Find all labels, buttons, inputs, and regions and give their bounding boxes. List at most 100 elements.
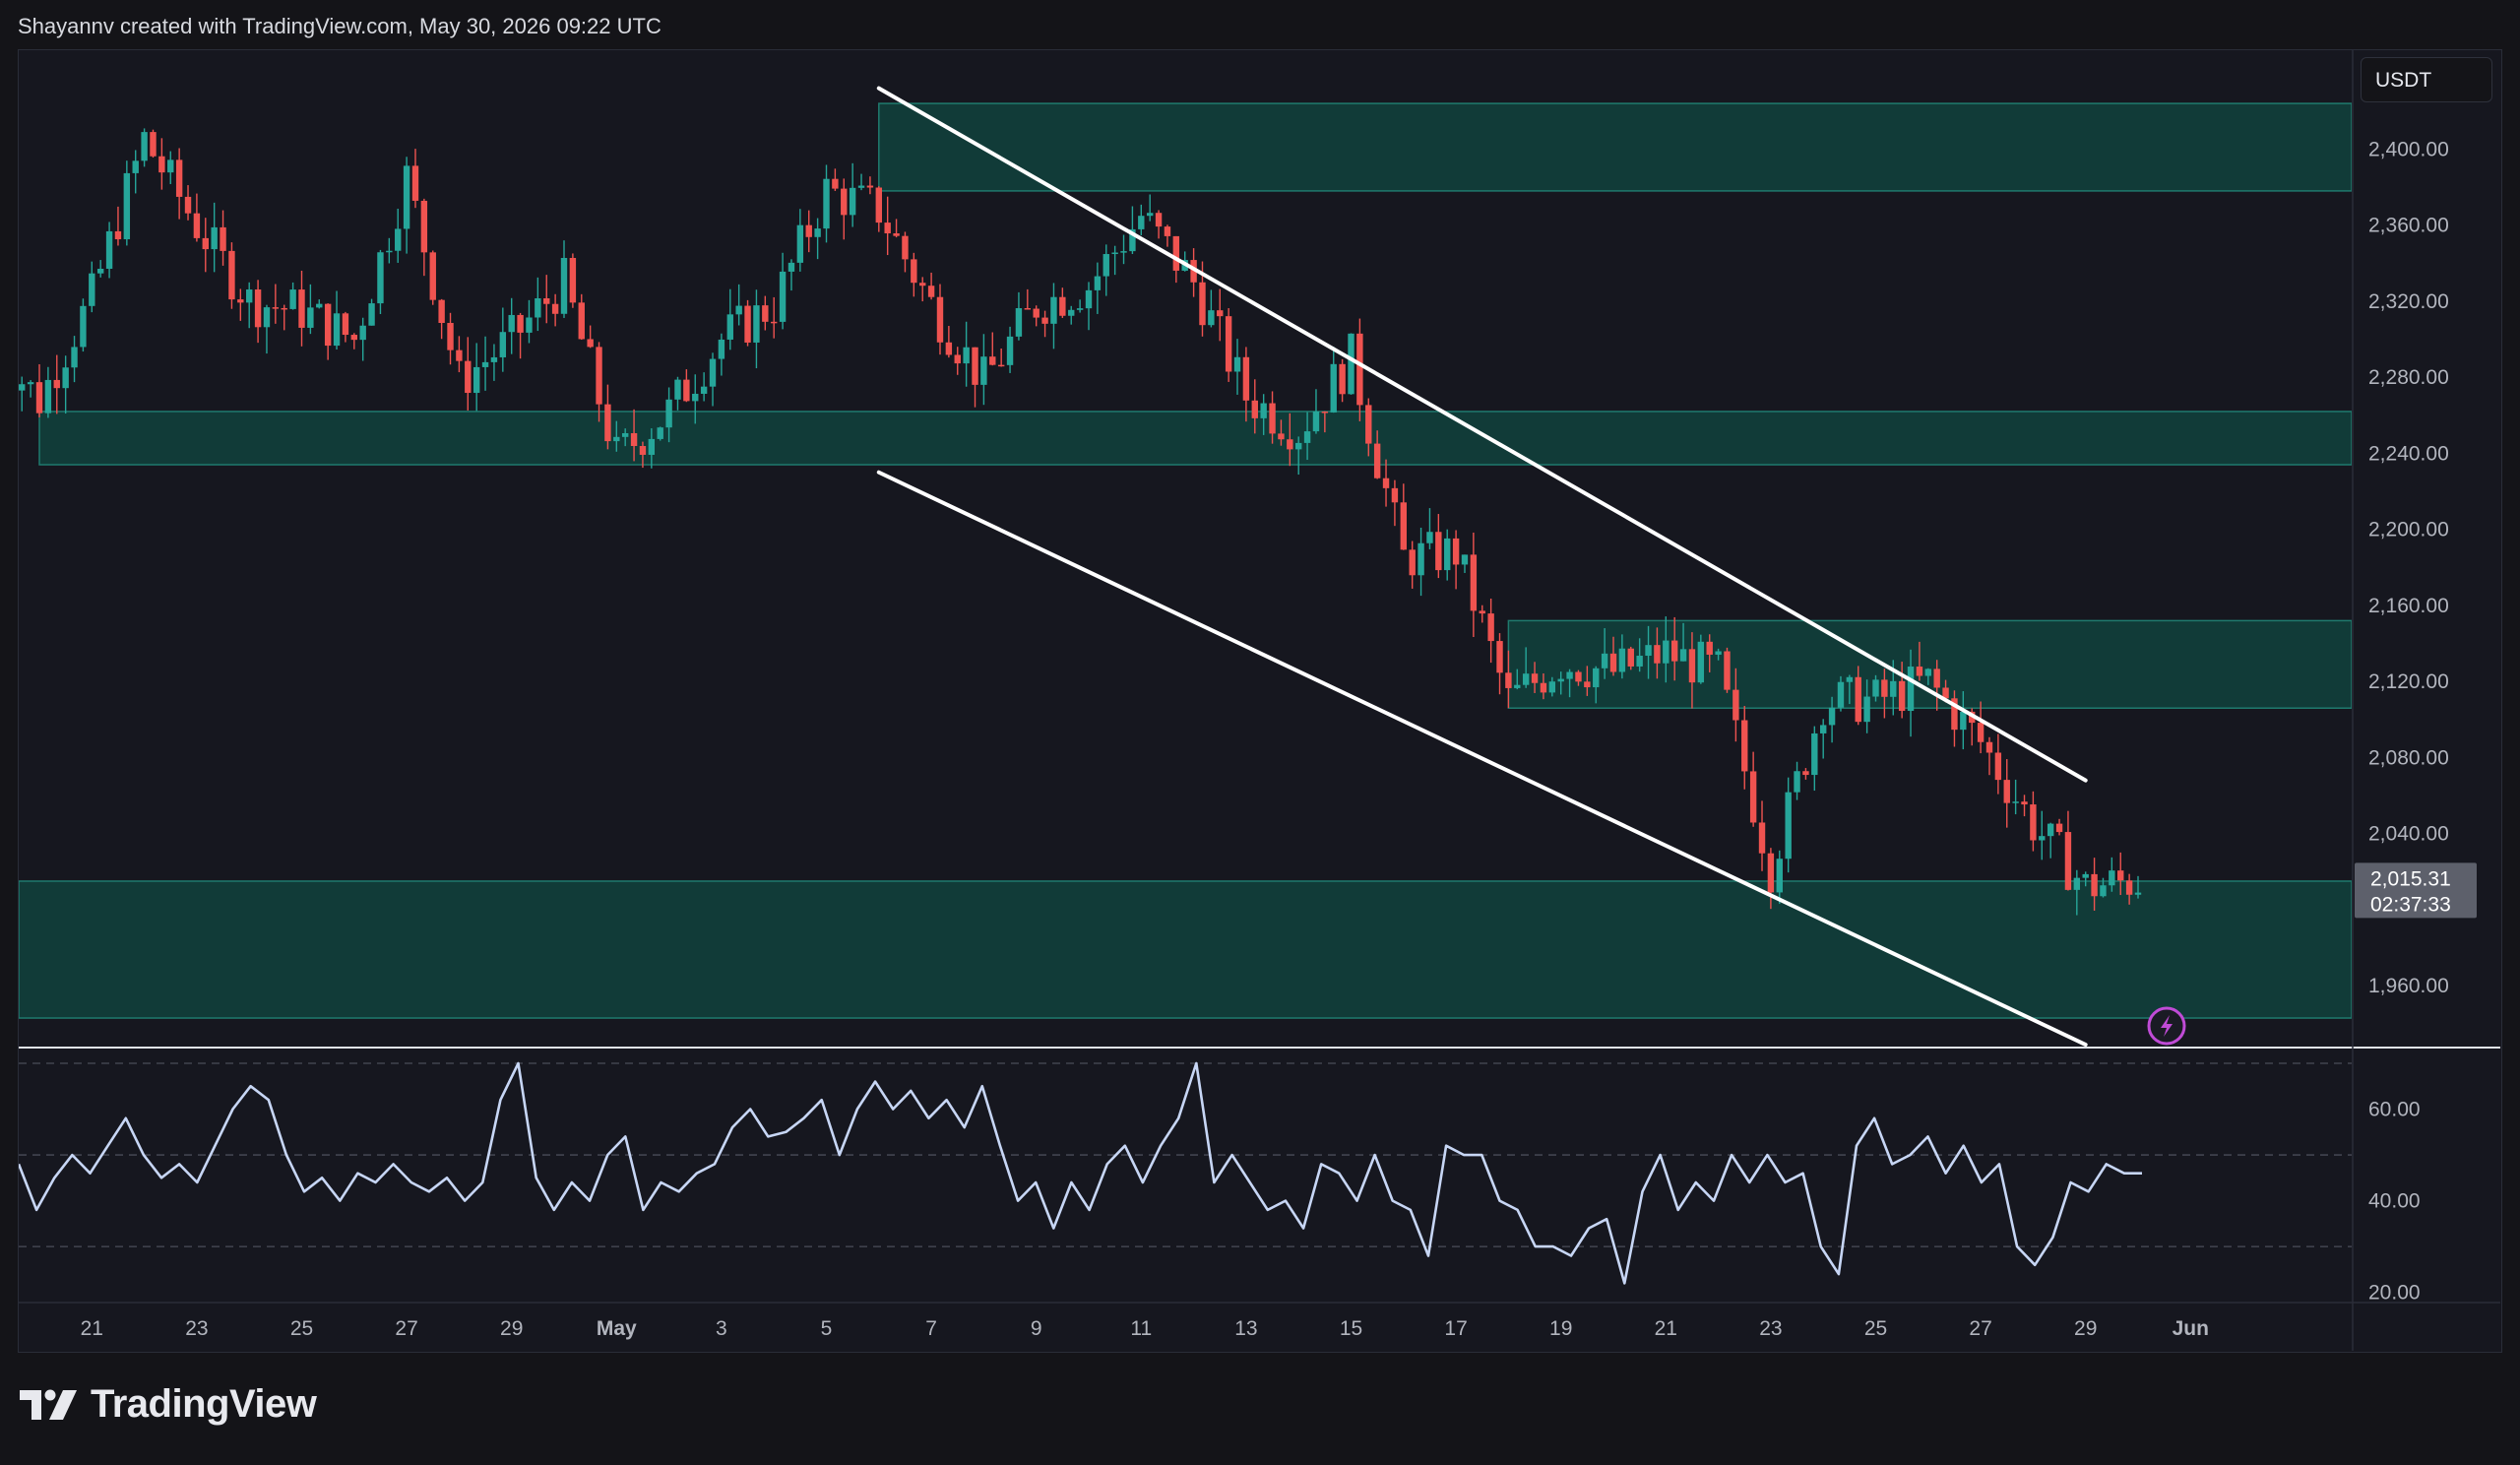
candle-body [1531, 673, 1539, 683]
candle-body [1670, 640, 1678, 662]
candle-body [1697, 641, 1705, 683]
candle-body [805, 224, 812, 237]
candle-body [700, 386, 708, 394]
candle-body [2021, 801, 2028, 805]
price-axis-tick-label: 1,960.00 [2368, 975, 2449, 997]
candle-body [753, 305, 760, 343]
candle-body [1348, 333, 1354, 395]
tradingview-logo[interactable]: TradingView [20, 1382, 317, 1427]
candle-body [1111, 252, 1118, 255]
price-axis-tick-label: 2,040.00 [2368, 823, 2449, 846]
candle-body [1601, 653, 1608, 669]
candle-body [167, 159, 174, 173]
candle-body [1548, 681, 1556, 693]
candle-body [613, 436, 620, 442]
time-axis-tick-label: 21 [81, 1317, 103, 1340]
candle-body [1663, 640, 1670, 664]
candle-body [841, 188, 848, 216]
candle-body [1575, 671, 1582, 682]
candle-body [972, 347, 978, 385]
candle-body [997, 364, 1005, 367]
candle-body [175, 159, 183, 197]
candle-body [1837, 681, 1845, 708]
candle-body [762, 305, 769, 322]
candle-body [1470, 554, 1478, 611]
candle-body [1444, 538, 1451, 571]
candle-body [289, 289, 296, 309]
candle-body [857, 185, 865, 188]
candle-body [1146, 213, 1154, 217]
candle-body [150, 132, 157, 157]
candle-body [263, 307, 271, 328]
rsi-line[interactable] [19, 1061, 2142, 1285]
candle-body [779, 271, 787, 322]
candle-body [735, 305, 742, 315]
candle-body [832, 178, 839, 189]
candle-body [1418, 542, 1424, 576]
candle-body [490, 356, 498, 362]
candle-body [657, 427, 663, 439]
candle-body [718, 339, 725, 359]
price-axis-tick-label: 2,160.00 [2368, 595, 2449, 617]
candle-body [324, 303, 332, 347]
candle-body [1435, 532, 1442, 571]
candle-body [551, 303, 559, 314]
candle-body [2055, 823, 2063, 833]
currency-selector-button[interactable]: USDT [2361, 57, 2492, 102]
channel-upper-line[interactable] [876, 86, 2088, 783]
candle-body [1085, 289, 1093, 309]
candle-body [1452, 538, 1460, 565]
time-axis-tick-label: 27 [1969, 1317, 1991, 1340]
candle-body [465, 360, 472, 394]
candle-body [1618, 648, 1626, 672]
tradingview-logo-icon [20, 1389, 77, 1420]
candle-body [1391, 487, 1399, 503]
time-axis-tick-label: 17 [1444, 1317, 1467, 1340]
candle-body [1295, 442, 1302, 450]
candle-body [1846, 676, 1854, 682]
candle-body [1994, 752, 2002, 781]
candle-body [411, 165, 419, 201]
candle-body [1269, 403, 1276, 434]
candle-body [683, 379, 690, 402]
candle-body [1645, 645, 1652, 657]
candle-body [281, 307, 287, 310]
candle-body [1522, 673, 1530, 685]
candle-body [1593, 668, 1600, 688]
time-axis-tick-label: 29 [500, 1317, 523, 1340]
candle-body [272, 307, 280, 309]
candle-body [1242, 356, 1250, 401]
candle-body [1863, 696, 1870, 723]
candle-body [123, 172, 131, 240]
candle-body [202, 237, 209, 250]
candle-body [1094, 276, 1102, 290]
candle-body [1287, 439, 1293, 450]
candle-body [403, 165, 410, 229]
candle-body [1654, 645, 1661, 664]
candle-body [744, 305, 751, 343]
candle-body [1373, 443, 1381, 478]
candle-body [1749, 771, 1757, 823]
candle-body [438, 299, 445, 324]
time-axis-tick-label: 25 [1864, 1317, 1887, 1340]
candle-body [1741, 720, 1748, 772]
candle-body [481, 361, 489, 367]
channel-lower-line[interactable] [876, 470, 2088, 1047]
candle-body [508, 314, 515, 333]
candle-body [2073, 877, 2081, 890]
time-axis-tick-label: 13 [1234, 1317, 1257, 1340]
rsi-axis-tick-label: 20.00 [2368, 1282, 2421, 1305]
candle-body [919, 283, 926, 287]
time-axis-tick-label: 25 [290, 1317, 313, 1340]
candle-body [1365, 405, 1372, 444]
candle-body [936, 296, 944, 343]
candle-body [1461, 554, 1469, 565]
candle-body [1505, 672, 1512, 688]
candle-body [578, 302, 585, 340]
candle-body [560, 257, 568, 314]
candle-body [945, 342, 953, 355]
candle-body [53, 379, 60, 389]
candle-body [1033, 308, 1040, 318]
candle-body [639, 446, 647, 455]
